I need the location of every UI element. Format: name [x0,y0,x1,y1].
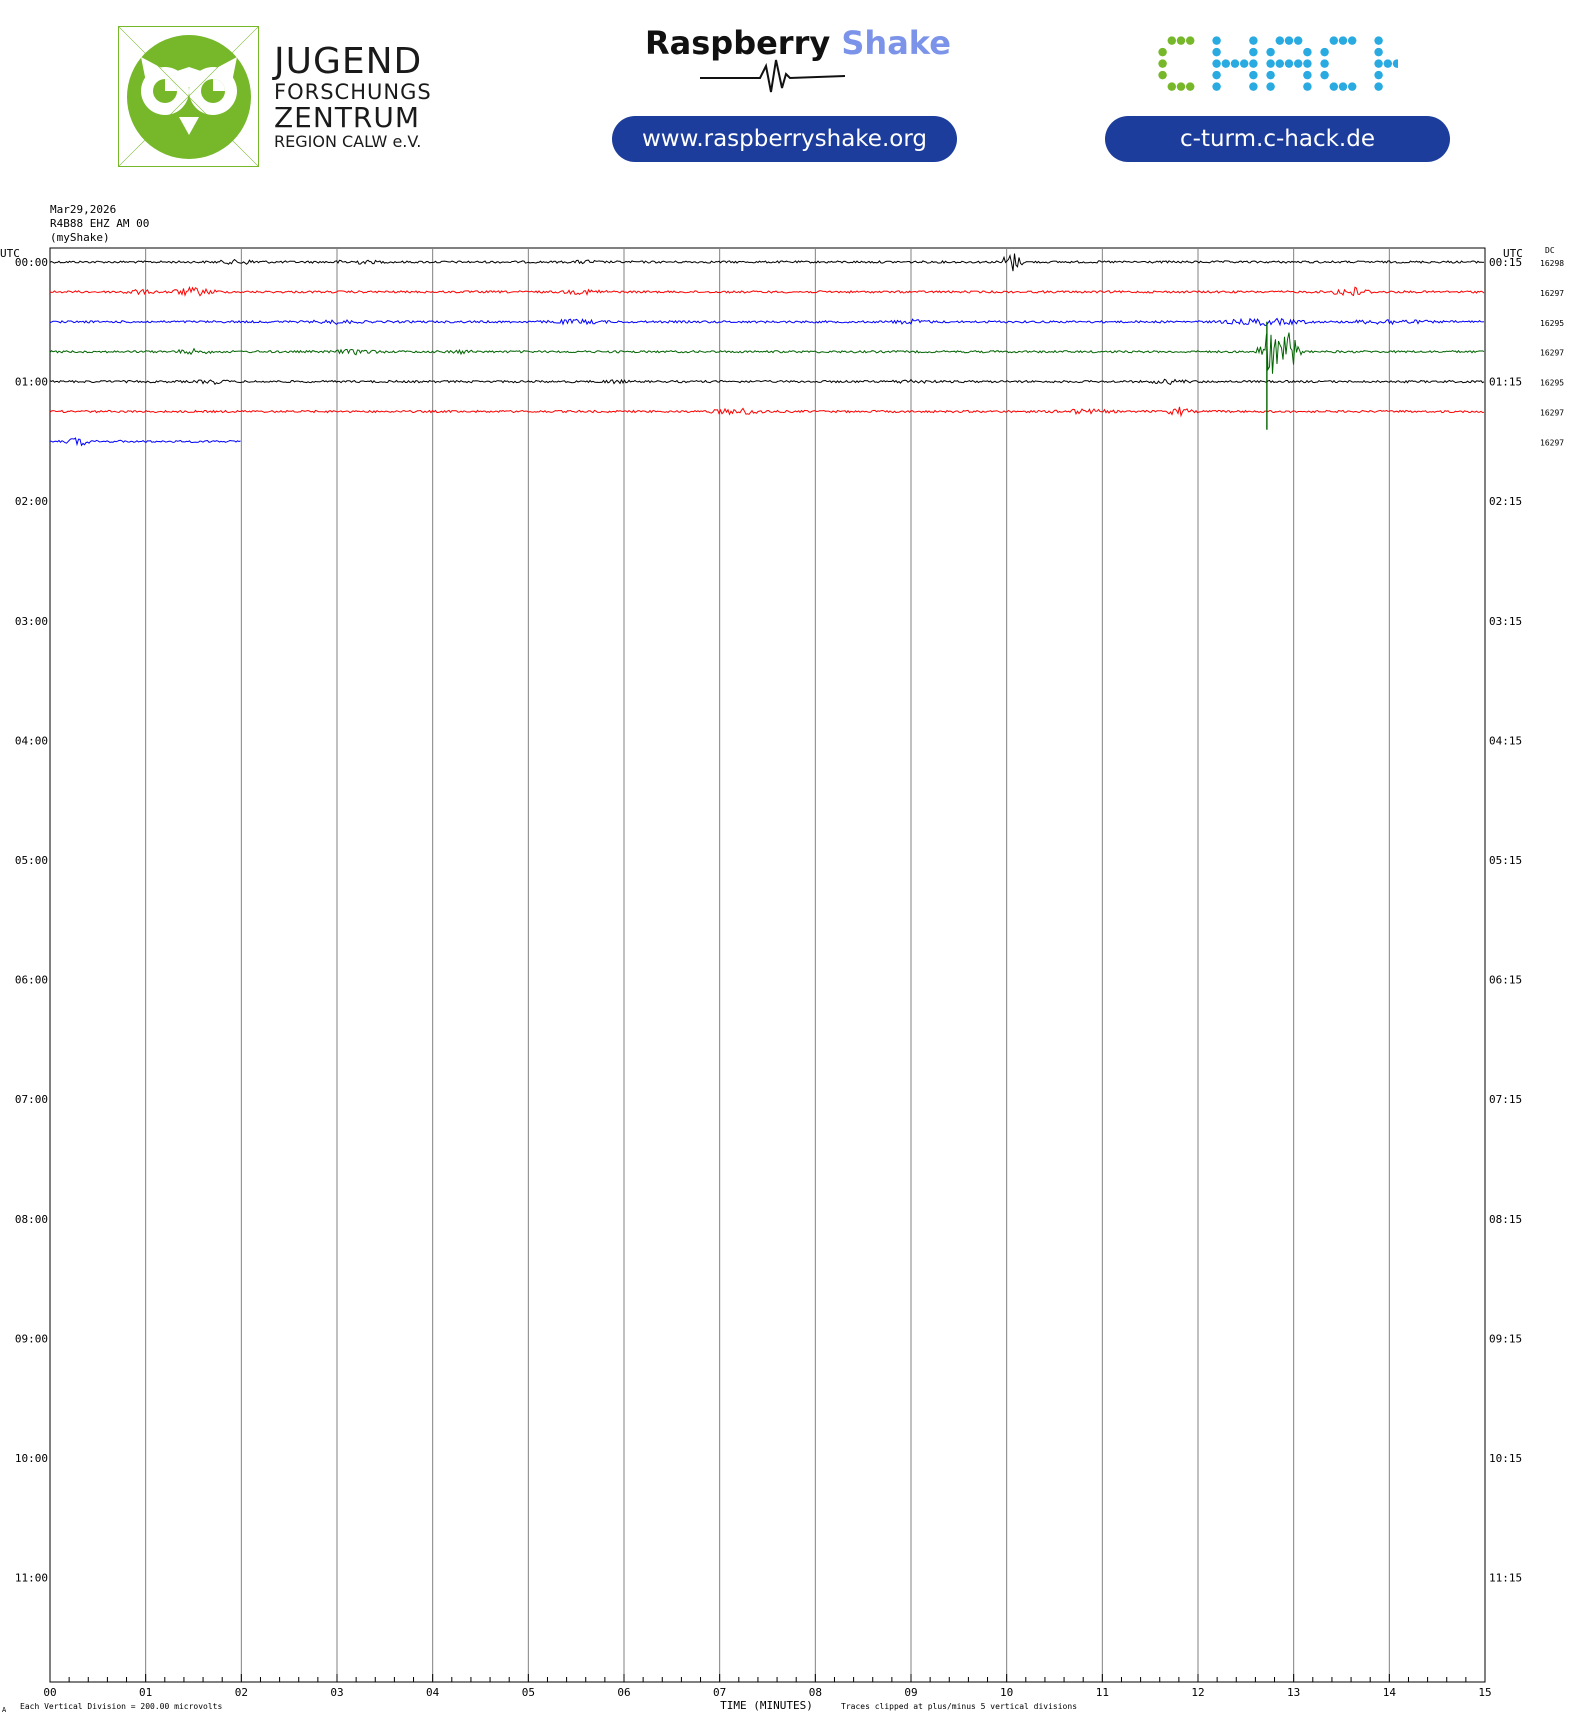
jfz-line-4: REGION CALW e.V. [274,132,422,151]
dc-value-row-4: 16295 [1540,379,1564,388]
chart-date: Mar29,2026 [50,203,117,216]
trace-row-0 [49,253,1485,272]
x-tick-label-10: 10 [1000,1686,1013,1699]
shake-word: Shake [841,24,951,62]
plot-frame [49,247,1486,1683]
trace-row-4 [49,378,1485,386]
right-tick-label: 08:15 [1489,1213,1522,1226]
x-tick-label-04: 04 [426,1686,440,1699]
left-tick-label: 07:00 [15,1093,48,1106]
dc-title: DC [1545,246,1555,255]
left-tick-label: 00:00 [15,256,48,269]
right-tick-label: 05:15 [1489,854,1522,867]
owl-icon [118,26,259,167]
x-tick-label-02: 02 [235,1686,248,1699]
x-tick-label-03: 03 [330,1686,343,1699]
x-tick-label-07: 07 [713,1686,726,1699]
raspberry-word: Raspberry [645,24,831,62]
jfz-line-2: FORSCHUNGS [274,80,432,104]
dc-value-row-1: 16297 [1540,289,1564,298]
left-axis-title: UTC [0,247,20,260]
x-tick-label-01: 01 [139,1686,152,1699]
trace-row-2 [49,317,1485,327]
dc-value-row-0: 16298 [1540,259,1564,268]
right-tick-label: 07:15 [1489,1093,1522,1106]
jfz-logo: JUGEND FORSCHUNGS ZENTRUM REGION CALW e.… [118,26,438,167]
trace-row-1 [49,285,1485,297]
helicorder-plot: 00 01 02 03 04 05 06 07 08 09 10 11 12 13 14 15 TIME (MI… [0,246,1564,1714]
seismogram-icon [700,59,846,93]
chack-logo: c-turm.c-hack.de [1100,20,1450,168]
dc-value-row-6: 16297 [1540,438,1564,447]
chart-source: (myShake) [50,231,110,244]
left-tick-label: 09:00 [15,1332,48,1345]
chack-letter-1 [1212,36,1258,91]
left-tick-label: 03:00 [15,615,48,628]
x-tick-label-08: 08 [809,1686,822,1699]
x-tick-label-05: 05 [522,1686,535,1699]
left-tick-label: 05:00 [15,854,48,867]
jfz-line-1: JUGEND [274,41,423,82]
dc-value-row-5: 16297 [1540,409,1564,418]
right-tick-label: 06:15 [1489,974,1522,987]
chack-letter-0 [1158,36,1195,91]
right-tick-label: 02:15 [1489,495,1522,508]
left-tick-label: 06:00 [15,974,48,987]
x-axis-ticks [49,1674,1486,1682]
dc-value-row-2: 16295 [1540,319,1564,328]
chack-letter-4 [1374,36,1398,91]
left-tick-label: 08:00 [15,1213,48,1226]
trace-row-3 [49,332,1485,374]
raspberry-shake-logo: Raspberry Shake www.raspberryshake.org [600,20,960,168]
x-tick-label-14: 14 [1383,1686,1397,1699]
left-tick-label: 10:00 [15,1452,48,1465]
x-tick-label-13: 13 [1287,1686,1300,1699]
footer-division-note: Each Vertical Division = 200.00 microvol… [20,1702,222,1711]
jfz-wordmark: JUGEND FORSCHUNGS ZENTRUM REGION CALW e.… [274,44,432,150]
x-tick-label-06: 06 [617,1686,630,1699]
right-tick-label: 11:15 [1489,1572,1522,1585]
trace-row-6 [49,437,241,447]
x-tick-label-11: 11 [1096,1686,1109,1699]
right-axis-title: UTC [1503,247,1523,260]
dc-value-row-3: 16297 [1540,349,1564,358]
trace-row-5 [49,406,1485,418]
raspberry-shake-wordmark: Raspberry Shake [645,24,951,62]
x-tick-label-12: 12 [1191,1686,1204,1699]
x-tick-label-09: 09 [904,1686,917,1699]
right-tick-label: 03:15 [1489,615,1522,628]
chack-letter-2 [1266,36,1312,91]
raspberryshake-url[interactable]: www.raspberryshake.org [612,116,957,162]
left-tick-label: 04:00 [15,734,48,747]
right-tick-label: 00:15 [1489,256,1522,269]
jfz-owl-frame [118,26,259,167]
right-tick-label: 10:15 [1489,1452,1522,1465]
helicorder-chart: Mar29,2026 R4B88 EHZ AM 00 (myShake) 00 0… [0,190,1570,1732]
footer-clip-note: Traces clipped at plus/minus 5 vertical … [841,1702,1077,1711]
right-tick-label: 04:15 [1489,734,1522,747]
right-tick-label: 01:15 [1489,376,1522,389]
x-tick-label-15: 15 [1478,1686,1491,1699]
x-axis-label: TIME (MINUTES) [720,1699,813,1712]
chart-station: R4B88 EHZ AM 00 [50,217,150,230]
right-tick-label: 09:15 [1489,1332,1522,1345]
left-tick-label: 11:00 [15,1572,48,1585]
left-tick-label: 01:00 [15,376,48,389]
corner-mark: A [2,1706,7,1714]
chack-wordmark-icon [1158,36,1398,91]
jfz-line-3: ZENTRUM [274,101,421,134]
vertical-gridlines [145,248,1390,1682]
chack-url[interactable]: c-turm.c-hack.de [1105,116,1450,162]
left-tick-label: 02:00 [15,495,48,508]
x-tick-label-00: 00 [43,1686,56,1699]
chack-letter-3 [1320,36,1357,91]
logo-banner: JUGEND FORSCHUNGS ZENTRUM REGION CALW e.… [0,0,1570,185]
